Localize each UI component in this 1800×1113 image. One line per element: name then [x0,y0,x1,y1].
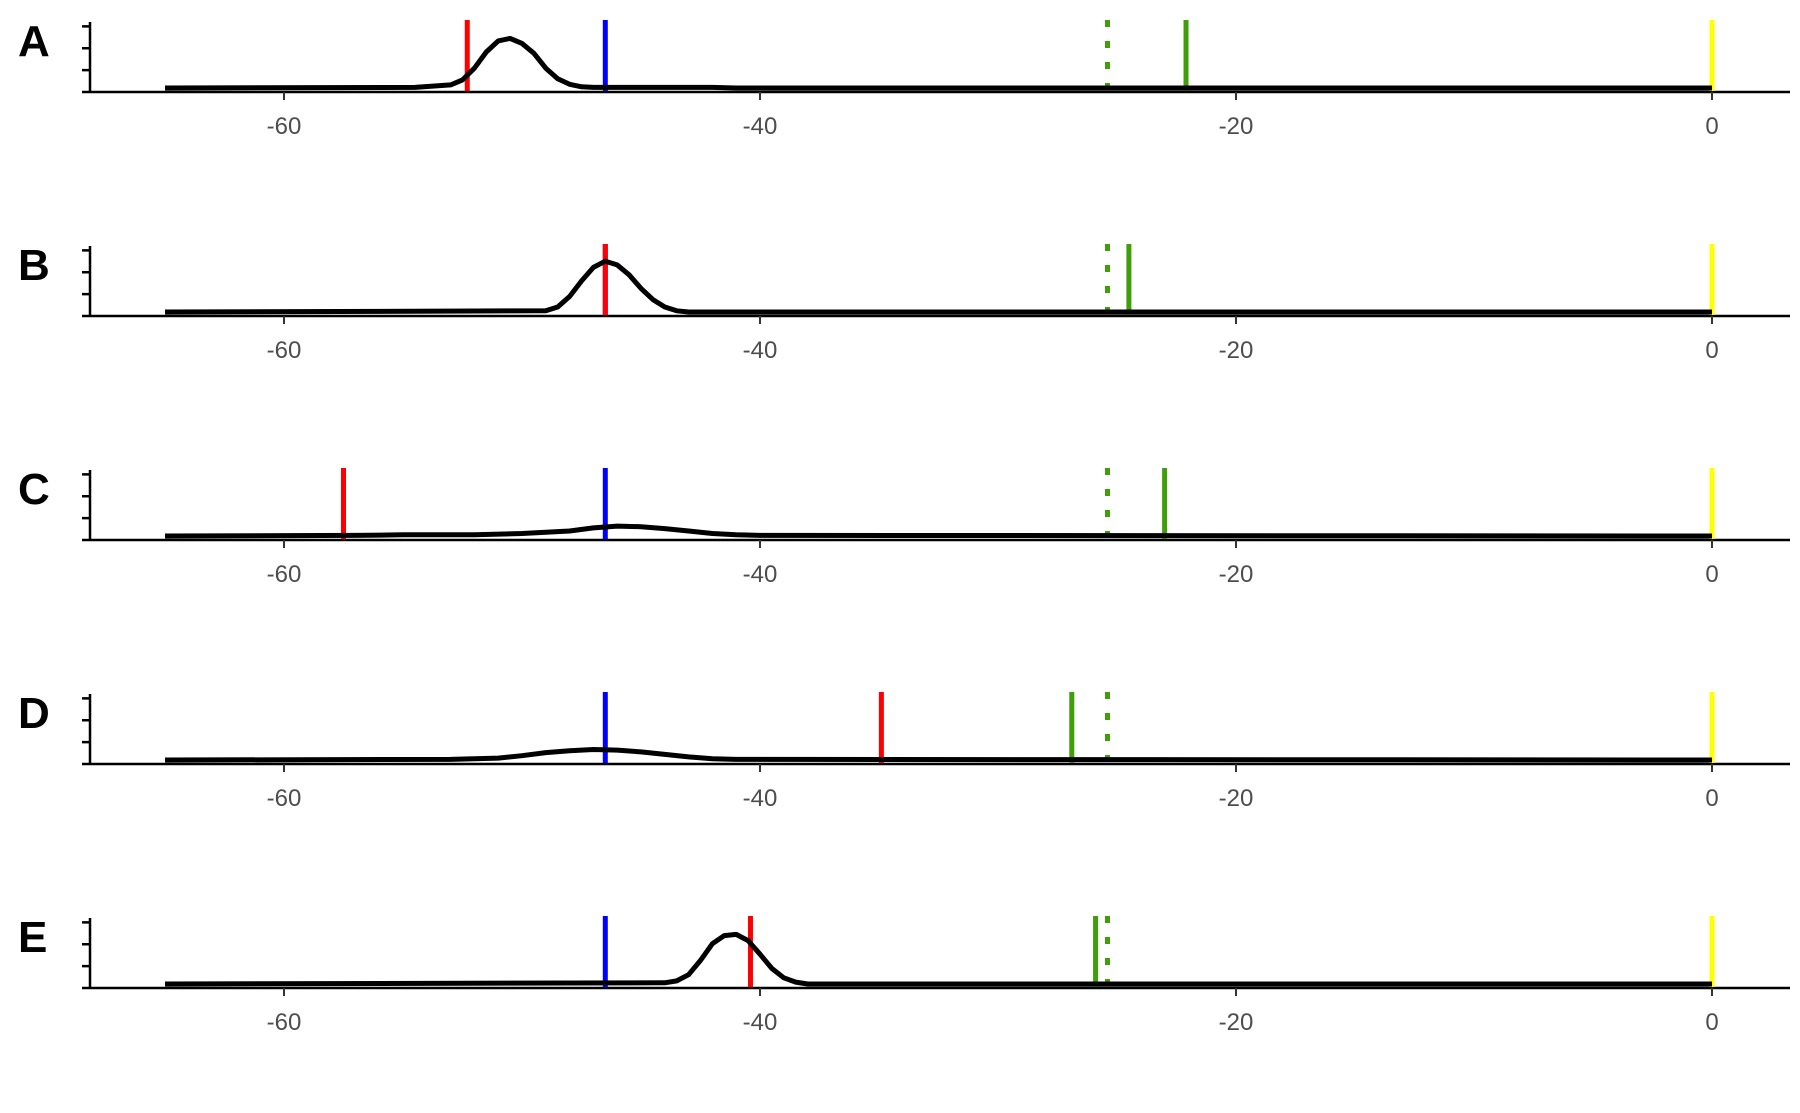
x-tick-label: -20 [1219,337,1254,364]
panel-b: B -60 -40 -20 0 [18,241,1790,364]
density-curve [164,523,1713,539]
x-tick-label: -20 [1219,561,1254,588]
density-curve [164,35,1712,91]
x-tick-label: -20 [1219,785,1254,812]
density-curve [164,931,1712,987]
x-tick-label: 0 [1705,337,1718,364]
x-tick-label: 0 [1705,113,1718,140]
panel-label: A [18,17,50,66]
x-tick-label: -40 [743,337,778,364]
panel-label: E [18,913,47,962]
panel-a: A -60 -40 -20 0 [18,17,1790,140]
x-tick-label: -20 [1219,1009,1254,1036]
x-tick-label: -40 [743,785,778,812]
x-tick-label: -40 [743,561,778,588]
panel-c: C -60 -40 -20 0 [18,465,1790,588]
x-tick-label: 0 [1705,785,1718,812]
x-tick-label: -60 [267,337,302,364]
x-tick-label: -60 [267,561,302,588]
density-curve [164,258,1712,315]
panel-label: B [18,241,50,290]
density-curve [164,747,1713,763]
panel-label: C [18,465,50,514]
x-tick-label: 0 [1705,561,1718,588]
panel-e: E -60 -40 -20 0 [18,913,1790,1036]
x-tick-label: 0 [1705,1009,1718,1036]
x-tick-label: -40 [743,113,778,140]
x-tick-label: -40 [743,1009,778,1036]
x-tick-label: -60 [267,1009,302,1036]
x-tick-label: -60 [267,113,302,140]
panel-d: D -60 -40 -20 0 [18,689,1790,812]
x-tick-label: -60 [267,785,302,812]
panel-label: D [18,689,50,738]
x-tick-label: -20 [1219,113,1254,140]
